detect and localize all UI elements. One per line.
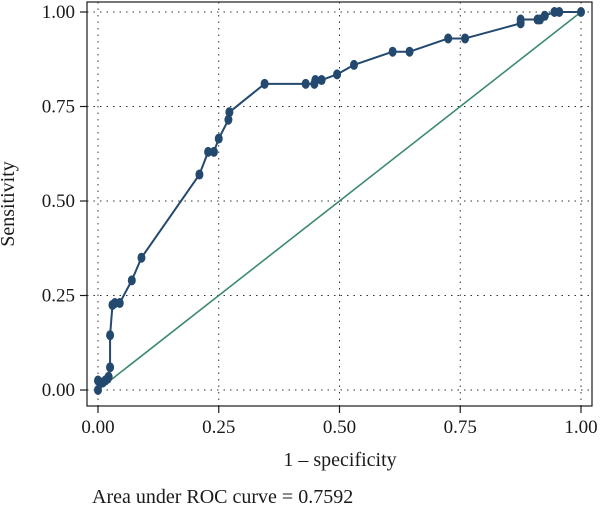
roc-point: [317, 75, 326, 86]
roc-point: [388, 46, 397, 57]
roc-point: [577, 7, 585, 17]
roc-point: [195, 169, 204, 180]
reference-diagonal-line: [97, 11, 582, 391]
y-tick-label: 0.50: [42, 191, 75, 212]
series-layer: [94, 7, 585, 395]
roc-point: [106, 330, 115, 341]
x-tick-label: 0.25: [202, 417, 235, 438]
roc-point: [461, 33, 470, 44]
roc-point: [127, 275, 136, 286]
y-axis-label: Sensitivity: [0, 161, 19, 247]
y-tick-labels: 0.00 0.25 0.50 0.75 1.00: [42, 2, 75, 401]
x-tick-label: 1.00: [564, 417, 597, 438]
x-tick-label: 0.75: [444, 417, 477, 438]
roc-point: [333, 69, 342, 80]
x-tick-labels: 0.00 0.25 0.50 0.75 1.00: [81, 417, 597, 438]
y-tick-label: 0.75: [42, 97, 75, 118]
roc-point: [137, 252, 146, 263]
y-tick-label: 0.00: [42, 380, 75, 401]
x-tick-label: 0.00: [81, 417, 114, 438]
roc-point: [301, 78, 310, 89]
grid-lines: [87, 2, 592, 406]
roc-point: [214, 133, 223, 144]
roc-point: [115, 298, 124, 309]
roc-point: [349, 59, 358, 70]
roc-point: [104, 371, 113, 382]
roc-point: [260, 78, 269, 89]
roc-point: [225, 107, 234, 118]
roc-point: [94, 385, 102, 395]
auc-caption: Area under ROC curve = 0.7592: [92, 486, 354, 508]
x-axis-label: 1 – specificity: [283, 449, 396, 471]
x-tick-label: 0.50: [323, 417, 356, 438]
roc-point: [209, 146, 218, 157]
y-tick-label: 0.25: [42, 286, 75, 307]
roc-point: [224, 114, 233, 125]
y-tick-label: 1.00: [42, 2, 75, 23]
roc-point: [405, 46, 414, 57]
roc-point: [555, 7, 564, 17]
roc-point: [311, 75, 320, 86]
roc-point: [204, 146, 213, 157]
roc-point: [106, 362, 115, 373]
roc-point: [444, 33, 453, 44]
roc-point: [516, 14, 525, 25]
roc-point: [540, 10, 549, 21]
axis-ticks: [80, 11, 582, 413]
